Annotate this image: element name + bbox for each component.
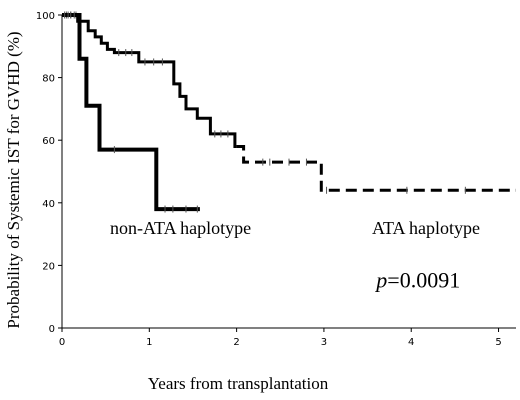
p-value-label: p=0.0091 <box>374 267 460 292</box>
ata-curve-dashed <box>236 145 516 192</box>
x-tick-label: 1 <box>146 337 152 348</box>
axis-ticks: 0 1 2 3 4 5 0 20 40 60 80 100 <box>36 11 502 348</box>
non-ata-curve <box>62 13 200 212</box>
y-axis-title: Probability of Systemic IST for GVHD (%) <box>4 31 23 328</box>
y-tick-label: 60 <box>42 136 55 147</box>
x-axis-title: Years from transplantation <box>148 374 329 393</box>
y-tick-label: 0 <box>49 324 55 335</box>
x-tick-label: 4 <box>408 337 414 348</box>
series-layer <box>62 11 516 213</box>
x-tick-label: 3 <box>321 337 327 348</box>
non-ata-label: non-ATA haplotype <box>110 218 251 238</box>
labels-layer: non-ATA haplotype ATA haplotype p=0.0091 <box>110 218 480 292</box>
x-tick-label: 2 <box>233 337 239 348</box>
y-tick-label: 20 <box>42 261 55 272</box>
axes <box>61 15 516 329</box>
ata-label: ATA haplotype <box>372 218 480 238</box>
x-tick-label: 5 <box>495 337 501 348</box>
ata-curve-solid <box>62 13 237 148</box>
y-tick-label: 40 <box>42 199 55 210</box>
x-tick-label: 0 <box>59 337 65 348</box>
y-tick-label: 100 <box>36 11 55 22</box>
series-ata-haplotype <box>62 11 516 194</box>
y-tick-label: 80 <box>42 74 55 85</box>
series-non-ata-haplotype <box>62 11 200 213</box>
